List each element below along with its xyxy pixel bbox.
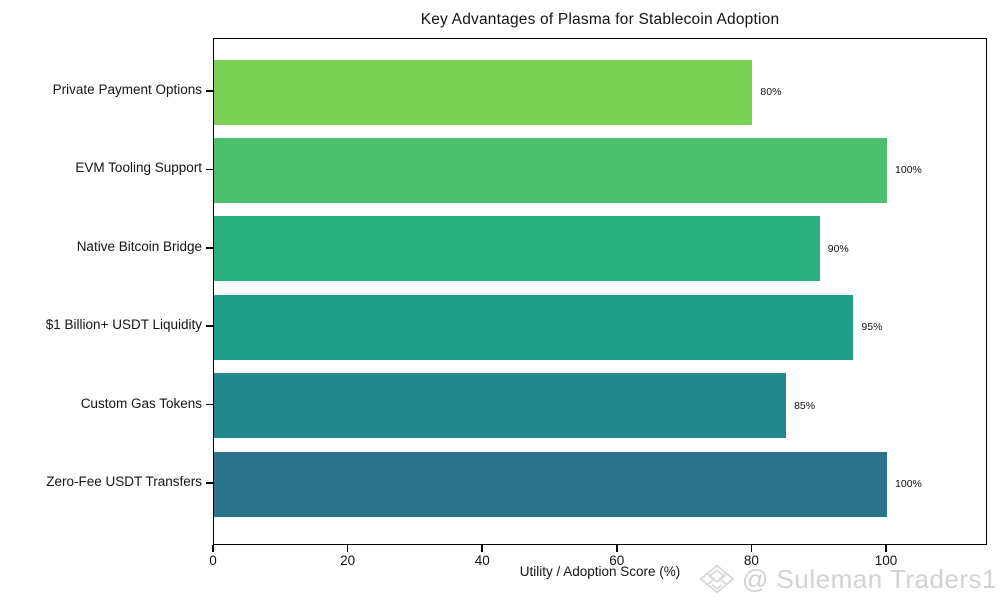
- y-tick-label: EVM Tooling Support: [75, 160, 202, 176]
- x-tick-label: 100: [874, 553, 898, 568]
- y-tick-mark: [206, 482, 213, 484]
- bar: [214, 216, 820, 282]
- diamond-gem-icon: [699, 564, 734, 594]
- y-tick-label: Custom Gas Tokens: [80, 395, 202, 411]
- bar: [214, 59, 753, 125]
- x-tick-mark: [885, 545, 887, 552]
- y-tick-mark: [206, 325, 213, 327]
- x-tick-label: 80: [743, 553, 759, 568]
- watermark-text: @ Suleman Traders1: [741, 563, 997, 594]
- x-tick-mark: [346, 545, 349, 552]
- y-tick-mark: [206, 168, 213, 171]
- y-tick-label: $1 Billion+ USDT Liquidity: [45, 317, 202, 333]
- bar-value-label: 80%: [760, 86, 782, 98]
- bar-value-label: 100%: [895, 164, 922, 177]
- y-tick-label: Zero-Fee USDT Transfers: [46, 474, 202, 489]
- x-tick-label: 0: [209, 553, 217, 568]
- bar-value-label: 90%: [827, 242, 849, 255]
- y-tick-label: Private Payment Options: [52, 82, 202, 97]
- bar: [214, 294, 854, 360]
- bar-value-label: 100%: [895, 478, 922, 490]
- bar: [214, 137, 888, 203]
- y-tick-mark: [206, 403, 213, 406]
- x-tick-label: 40: [474, 553, 490, 568]
- watermark: @ Suleman Traders1: [697, 562, 997, 596]
- bar: [214, 373, 787, 439]
- bar: [214, 451, 888, 517]
- x-tick-mark: [212, 545, 214, 552]
- bar-value-label: 85%: [794, 399, 816, 412]
- y-tick-mark: [206, 247, 213, 249]
- x-axis-label: Utility / Adoption Score (%): [519, 564, 681, 579]
- x-tick-label: 20: [340, 553, 356, 568]
- x-tick-mark: [481, 545, 483, 552]
- x-tick-mark: [750, 545, 753, 552]
- x-tick-mark: [616, 545, 618, 552]
- bar-value-label: 95%: [861, 321, 883, 334]
- plot-area: 80% 100% 90% 95% 85% 100%: [213, 38, 987, 545]
- y-tick-label: Native Bitcoin Bridge: [76, 238, 202, 254]
- chart-title: Key Advantages of Plasma for Stablecoin …: [420, 11, 780, 28]
- y-tick-mark: [206, 90, 213, 92]
- x-tick-label: 60: [609, 553, 625, 568]
